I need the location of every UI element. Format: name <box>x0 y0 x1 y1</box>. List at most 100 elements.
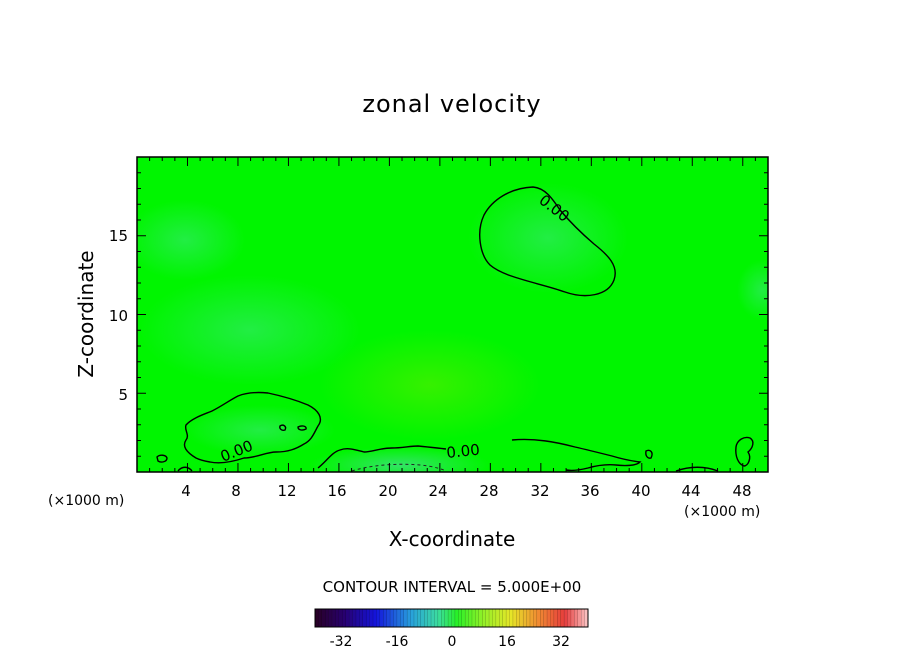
x-tick-label: 32 <box>530 482 549 500</box>
contour-line-dashed-negative <box>351 463 447 472</box>
colorbar-tick-label: -32 <box>330 634 353 650</box>
field-shade-negative-left-mid <box>140 275 360 385</box>
colorbar-swatch <box>546 608 551 628</box>
colorbar-swatch <box>482 608 487 628</box>
y-tick-label: 15 <box>109 227 128 245</box>
colorbar-swatch <box>478 608 483 628</box>
contour-line-bottom-left <box>177 466 193 472</box>
colorbar-swatch <box>331 608 336 628</box>
colorbar-swatch <box>345 608 350 628</box>
colorbar-swatch <box>522 608 528 628</box>
x-tick-label: 4 <box>181 482 191 500</box>
colorbar-swatch <box>427 608 432 628</box>
colorbar-tick-label: 16 <box>498 634 516 650</box>
colorbar-swatch <box>516 608 521 628</box>
colorbar-swatch <box>458 608 463 628</box>
field-shade-positive-center <box>320 330 540 440</box>
colorbar-swatch <box>365 608 371 628</box>
colorbar-swatch <box>386 608 391 628</box>
field-shade-negative-right-edge <box>737 260 768 320</box>
colorbar-swatch <box>372 608 377 628</box>
colorbar-swatch <box>383 608 388 628</box>
colorbar-tick-label: 32 <box>552 634 570 650</box>
colorbar-swatch <box>509 608 514 628</box>
colorbar-swatch <box>400 608 405 628</box>
x-tick-label: 16 <box>327 482 346 500</box>
colorbar-swatch <box>519 608 524 628</box>
colorbar-swatch <box>447 608 452 628</box>
x-unit-left: (×1000 m) <box>48 493 124 509</box>
x-axis-title: X-coordinate <box>389 527 516 551</box>
colorbar-swatch <box>321 608 326 628</box>
colorbar-swatch <box>553 608 558 628</box>
colorbar-swatch <box>577 608 582 628</box>
colorbar-swatch <box>379 608 384 628</box>
colorbar-swatch <box>464 608 470 628</box>
y-tick-label: 10 <box>109 307 128 325</box>
field-shade-negative-left-top <box>137 200 245 280</box>
x-tick-label: 36 <box>580 482 599 500</box>
contour-line-small-4 <box>645 449 653 459</box>
colorbar-swatch <box>533 608 538 628</box>
contour-line-lower-left <box>183 391 322 464</box>
contour-label-surface: 0.00 <box>446 441 481 462</box>
colorbar-swatch <box>526 608 531 628</box>
colorbar-swatch <box>560 608 565 628</box>
colorbar-swatch <box>314 608 319 628</box>
colorbar-tick-label: 0 <box>448 634 457 650</box>
field-shade-negative-low-left <box>185 405 335 455</box>
colorbar-swatch <box>342 608 347 628</box>
colorbar-tick-label: -16 <box>386 634 409 650</box>
colorbar-swatch <box>540 608 545 628</box>
y-axis-ticks <box>137 172 768 457</box>
colorbar-swatch <box>355 608 360 628</box>
colorbar-swatch <box>437 608 442 628</box>
colorbar-swatch <box>536 608 541 628</box>
colorbar-swatch <box>328 608 333 628</box>
x-tick-label: 8 <box>231 482 241 500</box>
colorbar-swatch <box>441 608 446 628</box>
colorbar-swatch <box>413 608 418 628</box>
colorbar <box>314 608 589 628</box>
colorbar-swatch <box>325 608 330 628</box>
colorbar-tick-labels: -32 -16 0 16 32 <box>330 634 570 650</box>
colorbar-swatch <box>461 608 466 628</box>
x-tick-label: 48 <box>732 482 751 500</box>
colorbar-swatch <box>499 608 504 628</box>
contour-line-small-3 <box>297 425 307 431</box>
colorbar-swatch <box>475 608 480 628</box>
x-tick-label: 44 <box>681 482 700 500</box>
colorbar-swatch <box>563 608 569 628</box>
colorbar-swatch <box>570 608 575 628</box>
colorbar-swatch <box>492 608 497 628</box>
colorbar-swatch <box>574 608 579 628</box>
x-tick-label: 24 <box>428 482 447 500</box>
colorbar-swatch <box>338 608 343 628</box>
x-tick-label: 12 <box>277 482 296 500</box>
colorbar-swatch <box>529 608 534 628</box>
colorbar-swatch <box>468 608 473 628</box>
colorbar-swatch <box>362 608 367 628</box>
y-tick-labels: 5 10 15 <box>109 227 128 404</box>
chart-title: zonal velocity <box>362 90 541 118</box>
colorbar-swatch <box>369 608 374 628</box>
contour-line-surface <box>317 438 642 472</box>
colorbar-swatch <box>430 608 435 628</box>
colorbar-swatch <box>550 608 555 628</box>
colorbar-swatch <box>451 608 456 628</box>
contour-line-right-edge <box>735 436 754 467</box>
plot-area <box>137 157 768 472</box>
contour-line-small-1 <box>156 454 168 463</box>
colorbar-swatch <box>580 608 586 628</box>
colorbar-swatch <box>389 608 394 628</box>
colorbar-swatch <box>471 608 476 628</box>
x-tick-label: 40 <box>631 482 650 500</box>
field-shade-negative-surface <box>310 447 490 472</box>
colorbar-swatch <box>543 608 548 628</box>
colorbar-swatch <box>444 608 449 628</box>
colorbar-swatch <box>403 608 408 628</box>
x-tick-label: 28 <box>479 482 498 500</box>
colorbar-swatch <box>352 608 357 628</box>
colorbar-swatch <box>454 608 459 628</box>
